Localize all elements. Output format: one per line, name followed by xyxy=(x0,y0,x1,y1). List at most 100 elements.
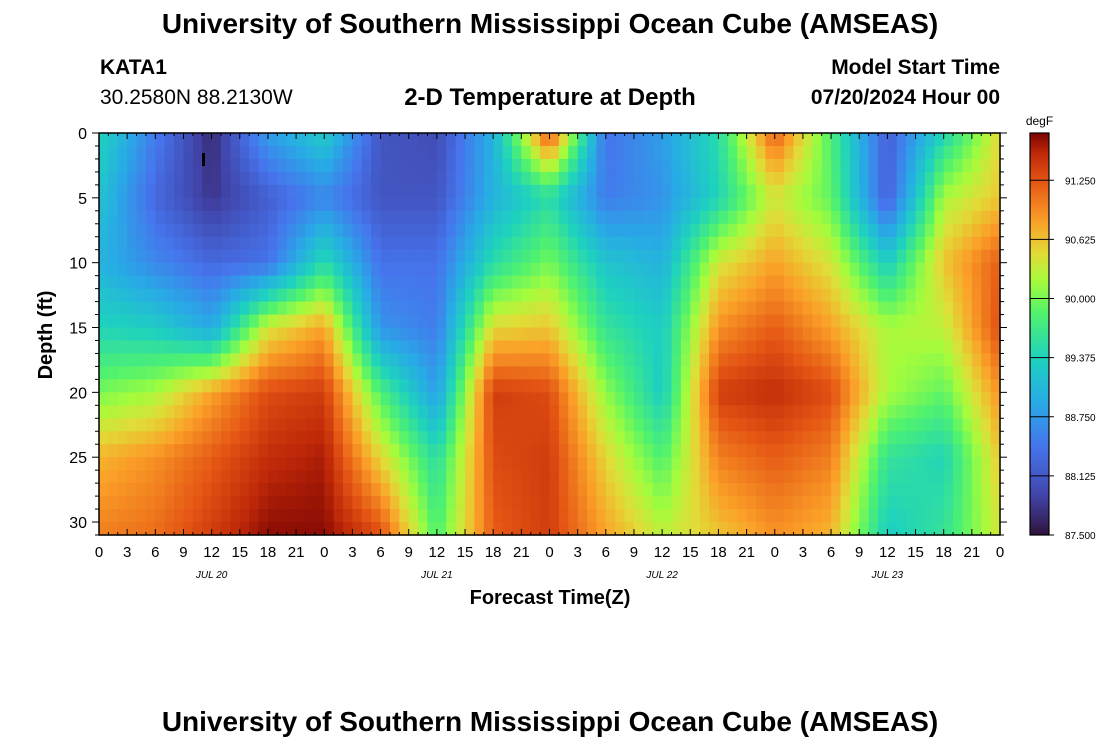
heatmap-cell xyxy=(352,366,363,380)
heatmap-cell xyxy=(408,470,419,484)
heatmap-cell xyxy=(934,145,945,160)
heatmap-cell xyxy=(774,210,785,225)
heatmap-cell xyxy=(859,470,870,484)
heatmap-cell xyxy=(511,236,522,251)
heatmap-cell xyxy=(164,133,175,147)
heatmap-cell xyxy=(831,496,842,510)
heatmap-cell xyxy=(624,457,635,471)
heatmap-cell xyxy=(305,236,316,251)
heatmap-cell xyxy=(192,158,203,173)
heatmap-cell xyxy=(380,275,391,290)
heatmap-cell xyxy=(136,133,147,147)
heatmap-cell xyxy=(615,431,626,445)
heatmap-cell xyxy=(737,262,748,277)
heatmap-cell xyxy=(906,145,917,160)
heatmap-cell xyxy=(511,197,522,212)
heatmap-cell xyxy=(136,197,147,212)
heatmap-cell xyxy=(136,249,147,264)
heatmap-cell xyxy=(530,379,541,393)
heatmap-cell xyxy=(361,327,372,342)
heatmap-cell xyxy=(633,340,644,355)
heatmap-cell xyxy=(746,431,757,445)
heatmap-cell xyxy=(568,197,579,212)
heatmap-cell xyxy=(511,431,522,445)
heatmap-cell xyxy=(427,470,438,484)
heatmap-cell xyxy=(906,249,917,264)
heatmap-cell xyxy=(380,171,391,186)
heatmap-cell xyxy=(680,288,691,303)
heatmap-cell xyxy=(399,210,410,225)
heatmap-cell xyxy=(314,457,325,471)
heatmap-cell xyxy=(587,496,598,510)
heatmap-cell xyxy=(671,483,682,497)
heatmap-cell xyxy=(840,405,851,419)
heatmap-cell xyxy=(399,431,410,445)
heatmap-cell xyxy=(239,470,250,484)
heatmap-cell xyxy=(230,509,241,523)
heatmap-cell xyxy=(418,405,429,419)
heatmap-cell xyxy=(605,275,616,290)
heatmap-cell xyxy=(493,223,504,238)
heatmap-cell xyxy=(831,340,842,355)
heatmap-cell xyxy=(877,496,888,510)
heatmap-cell xyxy=(887,275,898,290)
heatmap-cell xyxy=(906,392,917,406)
heatmap-cells xyxy=(99,133,1001,536)
heatmap-cell xyxy=(877,249,888,264)
heatmap-cell xyxy=(324,184,335,199)
heatmap-cell xyxy=(221,197,231,212)
heatmap-cell xyxy=(587,262,598,277)
heatmap-cell xyxy=(164,431,175,445)
heatmap-cell xyxy=(812,444,823,458)
heatmap-cell xyxy=(155,327,166,342)
heatmap-cell xyxy=(652,171,663,186)
heatmap-cell xyxy=(849,327,860,342)
heatmap-cell xyxy=(230,210,241,225)
heatmap-cell xyxy=(774,249,785,264)
heatmap-cell xyxy=(774,262,785,277)
heatmap-cell xyxy=(136,158,147,173)
heatmap-cell xyxy=(718,431,729,445)
heatmap-cell xyxy=(314,379,325,393)
heatmap-cell xyxy=(502,340,513,355)
heatmap-cell xyxy=(915,210,926,225)
heatmap-cell xyxy=(943,184,954,199)
heatmap-cell xyxy=(314,353,325,368)
heatmap-cell xyxy=(868,184,879,199)
heatmap-cell xyxy=(971,483,982,497)
heatmap-cell xyxy=(746,301,757,316)
heatmap-cell xyxy=(784,314,795,329)
heatmap-cell xyxy=(446,379,457,393)
heatmap-cell xyxy=(709,470,720,484)
heatmap-cell xyxy=(127,340,138,355)
heatmap-cell xyxy=(380,301,391,316)
heatmap-cell xyxy=(230,457,241,471)
heatmap-cell xyxy=(324,145,335,160)
heatmap-cell xyxy=(737,314,748,329)
heatmap-cell xyxy=(117,457,128,471)
heatmap-cell xyxy=(699,418,710,432)
heatmap-cell xyxy=(502,288,513,303)
heatmap-cell xyxy=(915,379,926,393)
heatmap-cell xyxy=(943,366,954,380)
heatmap-cell xyxy=(727,457,738,471)
heatmap-cell xyxy=(108,483,119,497)
heatmap-cell xyxy=(680,327,691,342)
heatmap-cell xyxy=(502,145,513,160)
heatmap-cell xyxy=(455,327,466,342)
heatmap-cell xyxy=(343,522,354,536)
heatmap-cell xyxy=(662,418,673,432)
heatmap-cell xyxy=(399,509,410,523)
heatmap-cell xyxy=(540,223,551,238)
heatmap-cell xyxy=(615,262,626,277)
heatmap-cell xyxy=(577,431,588,445)
x-tick-label: 3 xyxy=(573,544,581,561)
heatmap-cell xyxy=(662,340,673,355)
heatmap-cell xyxy=(352,509,363,523)
heatmap-cell xyxy=(802,392,813,406)
heatmap-cell xyxy=(868,262,879,277)
heatmap-cell xyxy=(352,133,363,147)
heatmap-cell xyxy=(896,197,907,212)
heatmap-cell xyxy=(934,223,945,238)
heatmap-cell xyxy=(577,340,588,355)
